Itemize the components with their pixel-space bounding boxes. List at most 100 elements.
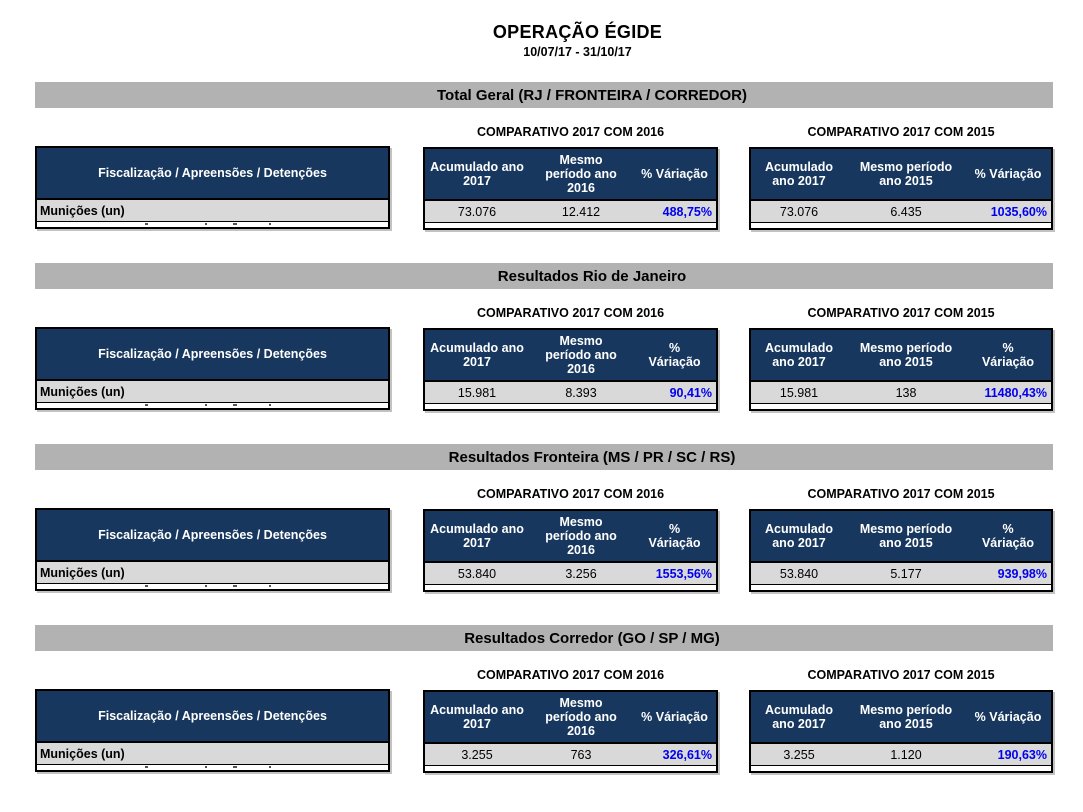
comparativo-2015-column: COMPARATIVO 2017 COM 2015 Acumulado ano … [749,668,1053,773]
value-mesmo-periodo-2015: 138 [895,385,917,400]
section-header-bar: Resultados Rio de Janeiro [35,263,1053,289]
row-label-municoes: Munições (un) [40,565,125,580]
value-mesmo-periodo-2015: 6.435 [890,204,922,219]
col-acumulado-2017: Acumulado ano 2017 [430,703,524,731]
comparativo-2016-header: Acumulado ano 2017 Mesmo período ano 201… [425,149,716,201]
comparativo-2016-header: Acumulado ano 2017 Mesmo período ano 201… [425,330,716,382]
value-acumulado-2017: 53.840 [779,566,819,581]
value-mesmo-periodo-2016: 12.412 [561,204,601,219]
section-header-bar: Resultados Fronteira (MS / PR / SC / RS) [35,444,1053,470]
row-label-municoes: Munições (un) [40,203,125,218]
section-fronteira: Resultados Fronteira (MS / PR / SC / RS)… [0,444,1083,592]
col-mesmo-periodo-2016: Mesmo período ano 2016 [545,334,617,376]
clipped-row-artifacts [37,765,388,770]
fiscalizacao-column: Fiscalização / Apreensões / Detenções Mu… [35,306,390,410]
comparativo-2016-title: COMPARATIVO 2017 COM 2016 [476,668,665,682]
col-acumulado-2017: Acumulado ano 2017 [430,522,524,550]
table-row: 15.981 8.393 90,41% [425,382,716,404]
section-content: Fiscalização / Apreensões / Detenções Mu… [35,306,1083,411]
comparativo-2015-table: Acumulado ano 2017 Mesmo período ano 201… [749,147,1053,230]
table-row: Munições (un) [37,562,388,584]
section-header-bar: Resultados Corredor (GO / SP / MG) [35,625,1053,651]
fiscalizacao-table: Fiscalização / Apreensões / Detenções Mu… [35,508,390,591]
clipped-row-strip [425,223,716,228]
section-corredor: Resultados Corredor (GO / SP / MG) Fisca… [0,625,1083,773]
fiscalizacao-header-label: Fiscalização / Apreensões / Detenções [98,709,327,723]
table-row: 73.076 6.435 1035,60% [751,201,1051,223]
clipped-row-strip [751,223,1051,228]
table-row: 15.981 138 11480,43% [751,382,1051,404]
value-acumulado-2017: 73.076 [779,204,819,219]
fiscalizacao-table-header: Fiscalização / Apreensões / Detenções [37,510,388,562]
comparativo-2015-table: Acumulado ano 2017 Mesmo período ano 201… [749,690,1053,773]
table-row: 3.255 763 326,61% [425,744,716,766]
section-header-bar: Total Geral (RJ / FRONTEIRA / CORREDOR) [35,82,1053,108]
section-content: Fiscalização / Apreensões / Detenções Mu… [35,668,1083,773]
comparativo-2016-title: COMPARATIVO 2017 COM 2016 [476,125,665,139]
comparativo-2015-title: COMPARATIVO 2017 COM 2015 [807,668,995,682]
comparativo-2015-table: Acumulado ano 2017 Mesmo período ano 201… [749,328,1053,411]
section-rio-de-janeiro: Resultados Rio de Janeiro Fiscalização /… [0,263,1083,411]
col-mesmo-periodo-2015: Mesmo período ano 2015 [859,160,953,188]
fiscalizacao-header-label: Fiscalização / Apreensões / Detenções [98,347,327,361]
value-variacao: 326,61% [662,747,712,762]
comparativo-2016-header: Acumulado ano 2017 Mesmo período ano 201… [425,511,716,563]
comparativo-2015-table: Acumulado ano 2017 Mesmo período ano 201… [749,509,1053,592]
comparativo-2016-column: COMPARATIVO 2017 COM 2016 Acumulado ano … [423,487,718,592]
fiscalizacao-table: Fiscalização / Apreensões / Detenções Mu… [35,327,390,410]
table-row: 53.840 5.177 939,98% [751,563,1051,585]
value-variacao: 939,98% [997,566,1047,581]
col-mesmo-periodo-2016: Mesmo período ano 2016 [545,696,617,738]
value-variacao: 90,41% [669,385,712,400]
comparativo-2016-column: COMPARATIVO 2017 COM 2016 Acumulado ano … [423,125,718,230]
table-row: Munições (un) [37,381,388,403]
fiscalizacao-header-label: Fiscalização / Apreensões / Detenções [98,528,327,542]
clipped-row-strip [425,585,716,590]
col-variacao: % Váriação [974,710,1042,724]
comparativo-2015-title: COMPARATIVO 2017 COM 2015 [807,125,995,139]
comparativo-2016-title: COMPARATIVO 2017 COM 2016 [476,487,665,501]
comparativo-2015-header: Acumulado ano 2017 Mesmo período ano 201… [751,149,1051,201]
comparativo-2015-title: COMPARATIVO 2017 COM 2015 [807,306,995,320]
section-title: Resultados Corredor (GO / SP / MG) [464,629,720,647]
section-title: Resultados Rio de Janeiro [497,267,687,285]
comparativo-2015-header: Acumulado ano 2017 Mesmo período ano 201… [751,330,1051,382]
value-variacao: 190,63% [997,747,1047,762]
section-content: Fiscalização / Apreensões / Detenções Mu… [35,487,1083,592]
comparativo-2016-table: Acumulado ano 2017 Mesmo período ano 201… [423,509,718,592]
table-row: 53.840 3.256 1553,56% [425,563,716,585]
col-acumulado-2017: Acumulado ano 2017 [764,341,834,369]
fiscalizacao-column: Fiscalização / Apreensões / Detenções Mu… [35,668,390,772]
row-label-municoes: Munições (un) [40,384,125,399]
value-acumulado-2017: 53.840 [457,566,497,581]
comparativo-2016-table: Acumulado ano 2017 Mesmo período ano 201… [423,147,718,230]
col-mesmo-periodo-2015: Mesmo período ano 2015 [859,341,953,369]
comparativo-2016-table: Acumulado ano 2017 Mesmo período ano 201… [423,328,718,411]
section-title: Total Geral (RJ / FRONTEIRA / CORREDOR) [436,86,748,104]
clipped-row-strip [751,766,1051,771]
date-range: 10/07/17 - 31/10/17 [523,45,632,59]
fiscalizacao-table: Fiscalização / Apreensões / Detenções Mu… [35,689,390,772]
value-acumulado-2017: 15.981 [457,385,497,400]
comparativo-2015-header: Acumulado ano 2017 Mesmo período ano 201… [751,511,1051,563]
col-mesmo-periodo-2016: Mesmo período ano 2016 [545,515,617,557]
col-mesmo-periodo-2015: Mesmo período ano 2015 [859,522,953,550]
value-acumulado-2017: 3.255 [461,747,493,762]
row-label-municoes: Munições (un) [40,746,125,761]
comparativo-2015-title: COMPARATIVO 2017 COM 2015 [807,487,995,501]
comparativo-2016-title: COMPARATIVO 2017 COM 2016 [476,306,665,320]
page-title: OPERAÇÃO ÉGIDE [492,22,663,42]
value-variacao: 1035,60% [990,204,1047,219]
comparativo-2016-table: Acumulado ano 2017 Mesmo período ano 201… [423,690,718,773]
comparativo-2015-column: COMPARATIVO 2017 COM 2015 Acumulado ano … [749,125,1053,230]
col-variacao: % Váriação [641,710,708,724]
value-mesmo-periodo-2015: 1.120 [890,747,922,762]
col-acumulado-2017: Acumulado ano 2017 [764,703,834,731]
table-row: 3.255 1.120 190,63% [751,744,1051,766]
fiscalizacao-table: Fiscalização / Apreensões / Detenções Mu… [35,146,390,229]
col-variacao: % Váriação [641,167,708,181]
value-mesmo-periodo-2016: 3.256 [565,566,597,581]
clipped-row-artifacts [37,584,388,589]
fiscalizacao-column: Fiscalização / Apreensões / Detenções Mu… [35,487,390,591]
